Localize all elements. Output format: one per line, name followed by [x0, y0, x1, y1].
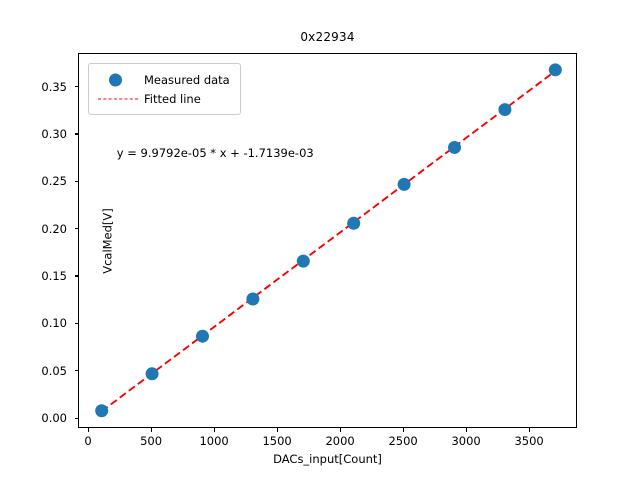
- legend-item-measured-data: Measured data: [96, 70, 230, 89]
- x-axis-tick-label: 2000: [325, 434, 355, 448]
- x-axis-tick-mark: [528, 428, 530, 432]
- legend: Measured data Fitted line: [88, 63, 241, 115]
- data-point: [296, 254, 310, 268]
- x-axis-tick-mark: [150, 428, 152, 432]
- legend-marker-measured-data: [96, 70, 140, 89]
- y-axis-tick-label: 0.35: [41, 79, 67, 94]
- x-axis-tick-mark: [276, 428, 278, 432]
- y-axis-tick-mark: [74, 228, 78, 230]
- y-axis-tick-label: 0.05: [41, 363, 67, 378]
- page-title: 0x22934: [300, 30, 355, 44]
- y-axis-tick-label: 0.10: [41, 316, 67, 331]
- legend-label-measured-data: Measured data: [144, 72, 230, 87]
- x-axis-tick-mark: [402, 428, 404, 432]
- x-axis-tick-label: 0: [84, 434, 92, 448]
- y-axis-label: VcalMed[V]: [100, 207, 115, 274]
- dashed-line-icon: [98, 98, 138, 99]
- data-point: [397, 177, 411, 191]
- y-axis-tick-label: 0.20: [41, 221, 67, 236]
- legend-label-fitted-line: Fitted line: [144, 91, 201, 106]
- x-axis-tick-label: 1500: [262, 434, 292, 448]
- data-point: [195, 329, 209, 343]
- x-axis-tick-mark: [87, 428, 89, 432]
- y-axis-tick-mark: [74, 180, 78, 182]
- legend-item-fitted-line: Fitted line: [96, 89, 230, 108]
- data-point: [347, 216, 361, 230]
- data-point: [448, 140, 462, 154]
- y-axis-tick-mark: [74, 275, 78, 277]
- x-axis-tick-label: 3000: [451, 434, 481, 448]
- data-point: [95, 404, 109, 418]
- x-axis-tick-label: 500: [140, 434, 163, 448]
- x-axis-tick-mark: [339, 428, 341, 432]
- data-point: [548, 63, 562, 77]
- data-point: [246, 292, 260, 306]
- y-axis-tick-mark: [74, 417, 78, 419]
- y-axis-tick-label: 0.30: [41, 126, 67, 141]
- y-axis-tick-label: 0.15: [41, 269, 67, 283]
- y-axis-tick-mark: [74, 86, 78, 88]
- legend-marker-fitted-line: [96, 89, 140, 108]
- data-point: [145, 367, 159, 381]
- fit-equation-annotation: y = 9.9792e-05 * x + -1.7139e-03: [116, 145, 314, 160]
- x-axis-tick-mark: [465, 428, 467, 432]
- x-axis-tick-label: 2500: [388, 434, 418, 448]
- plot-canvas: [95, 63, 562, 418]
- x-axis-tick-label: 1000: [199, 434, 229, 448]
- x-axis-tick-mark: [213, 428, 215, 432]
- x-axis-label: DACs_input[Count]: [273, 452, 382, 466]
- data-point: [498, 103, 512, 117]
- y-axis-tick-mark: [74, 370, 78, 372]
- y-axis-tick-mark: [74, 322, 78, 324]
- fitted-line: [101, 70, 556, 412]
- circle-marker-icon: [109, 73, 122, 86]
- y-axis-tick-label: 0.25: [41, 174, 67, 189]
- plot-area: Measured data Fitted line y = 9.9792e-05…: [78, 53, 577, 428]
- y-axis-tick-label: 0.00: [41, 411, 67, 426]
- x-axis-tick-label: 3500: [514, 434, 544, 448]
- y-axis-tick-mark: [74, 133, 78, 135]
